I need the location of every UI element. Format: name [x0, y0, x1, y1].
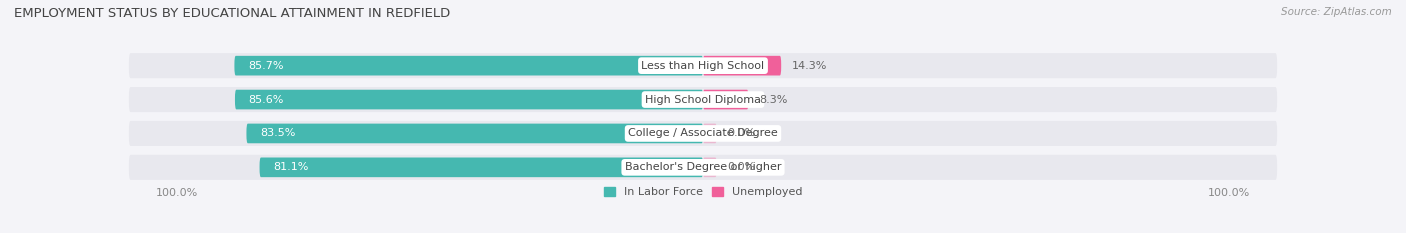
FancyBboxPatch shape	[235, 56, 703, 75]
Text: 83.5%: 83.5%	[260, 128, 295, 138]
FancyBboxPatch shape	[260, 158, 703, 177]
Text: 8.3%: 8.3%	[759, 95, 787, 105]
FancyBboxPatch shape	[246, 124, 703, 143]
FancyBboxPatch shape	[129, 121, 1277, 146]
Text: High School Diploma: High School Diploma	[645, 95, 761, 105]
Text: 81.1%: 81.1%	[273, 162, 308, 172]
FancyBboxPatch shape	[703, 124, 717, 143]
Text: 100.0%: 100.0%	[156, 188, 198, 198]
Text: 85.6%: 85.6%	[249, 95, 284, 105]
FancyBboxPatch shape	[235, 90, 703, 109]
Text: 85.7%: 85.7%	[247, 61, 284, 71]
FancyBboxPatch shape	[703, 56, 782, 75]
Text: 100.0%: 100.0%	[1208, 188, 1250, 198]
Text: Source: ZipAtlas.com: Source: ZipAtlas.com	[1281, 7, 1392, 17]
Legend: In Labor Force, Unemployed: In Labor Force, Unemployed	[603, 187, 803, 197]
Text: Less than High School: Less than High School	[641, 61, 765, 71]
Text: Bachelor's Degree or higher: Bachelor's Degree or higher	[624, 162, 782, 172]
FancyBboxPatch shape	[129, 155, 1277, 180]
FancyBboxPatch shape	[703, 158, 717, 177]
Text: 0.0%: 0.0%	[728, 128, 756, 138]
Text: 0.0%: 0.0%	[728, 162, 756, 172]
FancyBboxPatch shape	[129, 53, 1277, 78]
FancyBboxPatch shape	[703, 90, 748, 109]
FancyBboxPatch shape	[129, 87, 1277, 112]
Text: EMPLOYMENT STATUS BY EDUCATIONAL ATTAINMENT IN REDFIELD: EMPLOYMENT STATUS BY EDUCATIONAL ATTAINM…	[14, 7, 450, 20]
Text: College / Associate Degree: College / Associate Degree	[628, 128, 778, 138]
Text: 14.3%: 14.3%	[792, 61, 828, 71]
